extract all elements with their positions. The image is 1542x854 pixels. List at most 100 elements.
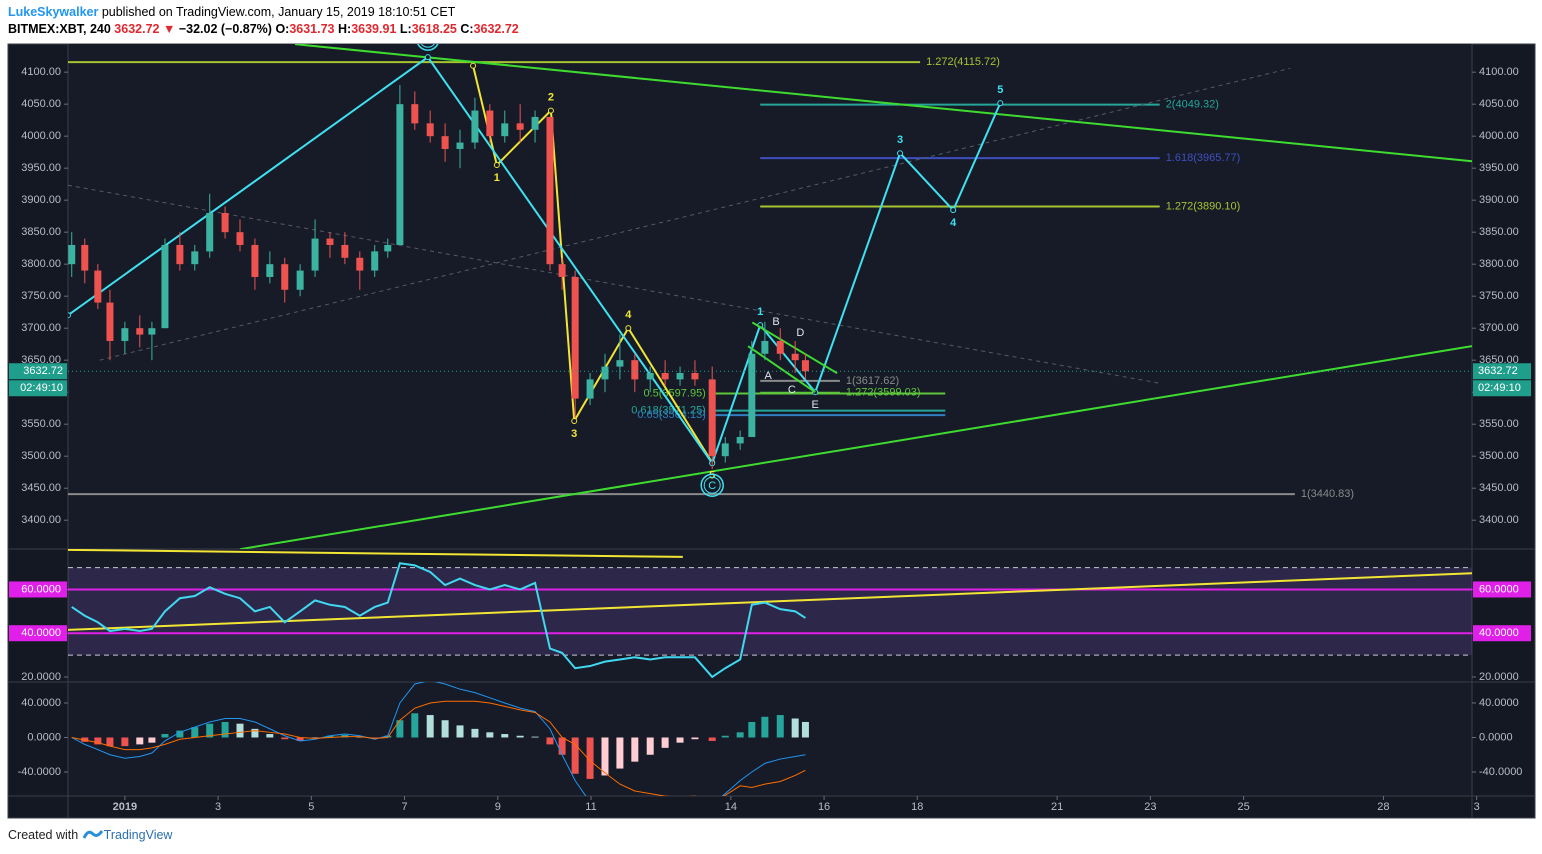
candle-body: [516, 123, 524, 130]
histogram-bar: [791, 718, 799, 738]
header-line-2: BITMEX:XBT, 240 3632.72 ▼ −32.02 (−0.87%…: [8, 22, 519, 36]
histogram-bar: [326, 735, 334, 738]
candle-body: [558, 264, 566, 277]
candle-body: [68, 244, 76, 265]
countdown-box: [9, 380, 67, 397]
tick-label-bg: [9, 581, 67, 598]
y-tick-label: 40.0000: [21, 627, 61, 639]
candle-body: [426, 123, 434, 137]
candle-body: [586, 379, 594, 399]
candle-body: [661, 372, 669, 380]
candle-body: [501, 123, 509, 137]
histogram-bar: [801, 721, 809, 738]
candle-body: [546, 116, 554, 265]
histogram-bar: [471, 728, 479, 738]
candle-body: [761, 340, 769, 354]
histogram-bar: [776, 715, 784, 738]
vertex-dot: [709, 459, 716, 466]
wave-label: 1: [494, 172, 500, 184]
y-tick-label: 3450.00: [1479, 482, 1519, 494]
histogram-bar: [106, 737, 114, 747]
candle-body: [791, 353, 799, 361]
y-tick-label: 3950.00: [21, 162, 61, 174]
y-tick-label: 3900.00: [21, 194, 61, 206]
pattern-label: B: [772, 316, 779, 328]
fib-label: 1.272(3599.03): [846, 387, 921, 399]
logo: [82, 830, 103, 839]
x-tick-label: 11: [585, 801, 596, 813]
histogram-bar: [516, 735, 524, 738]
y-tick-label: 4050.00: [1479, 98, 1519, 110]
histogram-bar: [94, 737, 102, 745]
candle-body: [776, 340, 784, 354]
drawing-line: [751, 321, 838, 375]
histogram-bar: [586, 737, 594, 779]
y-tick-label: 3850.00: [1479, 226, 1519, 238]
candle-body: [121, 328, 129, 341]
y-tick-label: 3700.00: [21, 322, 61, 334]
fib-label: 0.65(3564.13): [637, 409, 706, 421]
footer-text: Created with: [8, 828, 79, 842]
x-tick-label: 23: [1144, 801, 1156, 813]
countdown-label: 02:49:10: [1478, 382, 1521, 394]
pattern-label: A: [764, 370, 772, 382]
change-arrow: ▼: [162, 22, 176, 36]
y-tick-label: 60.0000: [21, 583, 61, 595]
histogram-bar: [411, 713, 419, 738]
x-tick-label: 5: [308, 801, 314, 813]
tick-label-bg: [1473, 581, 1531, 598]
candle-body: [161, 244, 169, 329]
y-tick-label: 3500.00: [21, 450, 61, 462]
histogram-bar: [384, 735, 392, 738]
x-tick-label: 7: [401, 801, 407, 813]
candle-body: [646, 372, 654, 380]
y-tick-label: 20.0000: [1479, 671, 1519, 683]
y-tick-label: 3700.00: [1479, 322, 1519, 334]
histogram-bar: [691, 737, 699, 740]
rsi-line: [71, 562, 806, 679]
candle-body: [571, 276, 579, 399]
candle-body: [266, 264, 274, 277]
x-tick-label: 9: [495, 801, 501, 813]
candle-body: [136, 328, 144, 335]
histogram-bar: [426, 715, 434, 738]
close-label: C:: [460, 22, 474, 36]
histogram-bar: [121, 737, 129, 747]
drawing-line: [68, 572, 1472, 631]
histogram-bar: [631, 737, 639, 762]
rsi-band: [68, 567, 1472, 656]
candle-body: [441, 136, 449, 149]
fib-label: 1.272(4115.72): [926, 56, 1000, 68]
brand-link[interactable]: TradingView: [103, 828, 173, 842]
drawing-line: [68, 184, 1160, 384]
vertex-dot: [950, 207, 957, 214]
fib-label: 2(4049.32): [1166, 99, 1219, 111]
candle-body: [486, 110, 494, 137]
y-tick-label: 3750.00: [1479, 290, 1519, 302]
footer: Created with TradingView: [8, 828, 172, 842]
y-tick-label: 3550.00: [21, 418, 61, 430]
histogram-bar: [221, 721, 229, 738]
y-tick-label: 3500.00: [1479, 450, 1519, 462]
wave-label: 4: [950, 217, 957, 229]
header-line-1: LukeSkywalker published on TradingView.c…: [8, 5, 455, 19]
y-tick-label: -40.0000: [18, 766, 61, 778]
histogram-bar: [266, 734, 274, 738]
tick-label-bg: [9, 625, 67, 642]
y-tick-label: 4100.00: [1479, 66, 1519, 78]
histogram-bar: [721, 735, 729, 738]
y-tick-label: 3550.00: [1479, 418, 1519, 430]
open-value: 3631.73: [289, 22, 335, 36]
fib-label: 0.618(3571.25): [631, 404, 706, 416]
rsi-pane: [68, 549, 1472, 679]
author-link[interactable]: LukeSkywalker: [8, 5, 99, 19]
drawing-line: [99, 67, 1291, 361]
candle-body: [456, 142, 464, 149]
fib-label: 0.5(3597.95): [643, 387, 705, 399]
wave-label: 3: [571, 428, 577, 440]
candle-body: [748, 353, 756, 437]
high-label: H:: [338, 22, 352, 36]
histogram-bar: [161, 734, 169, 738]
histogram-bar: [371, 737, 379, 739]
